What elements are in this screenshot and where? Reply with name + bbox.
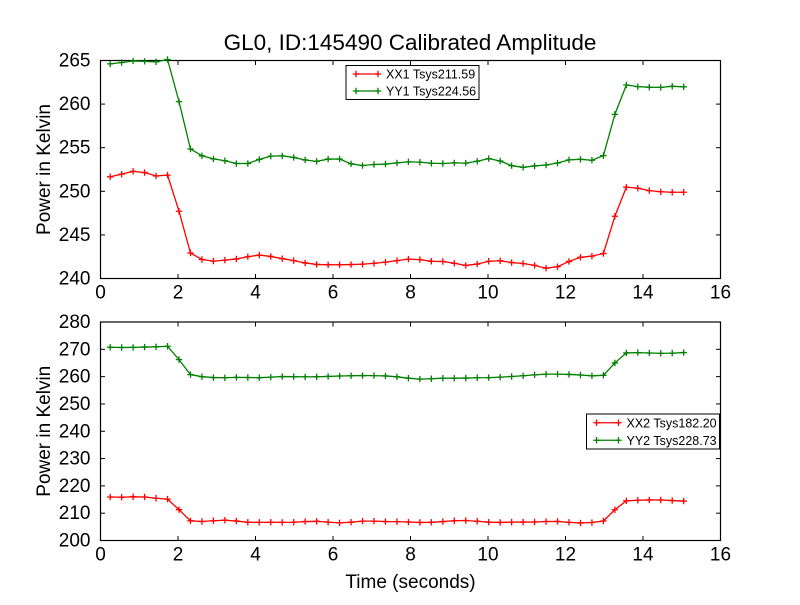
svg-text:4: 4 <box>250 545 261 566</box>
svg-text:8: 8 <box>405 283 416 304</box>
svg-text:0: 0 <box>95 545 106 566</box>
svg-text:Power in Kelvin: Power in Kelvin <box>34 104 55 235</box>
svg-text:16: 16 <box>710 545 731 566</box>
svg-text:220: 220 <box>59 476 91 497</box>
svg-text:200: 200 <box>59 531 91 552</box>
svg-text:245: 245 <box>59 225 91 246</box>
svg-text:4: 4 <box>250 283 261 304</box>
svg-text:6: 6 <box>328 545 339 566</box>
svg-text:Power in Kelvin: Power in Kelvin <box>34 366 55 497</box>
svg-text:10: 10 <box>477 545 498 566</box>
svg-text:2: 2 <box>173 283 184 304</box>
svg-text:255: 255 <box>59 138 91 159</box>
svg-text:240: 240 <box>59 269 91 290</box>
svg-text:YY1 Tsys224.56: YY1 Tsys224.56 <box>386 85 476 99</box>
svg-text:210: 210 <box>59 503 91 524</box>
svg-text:260: 260 <box>59 367 91 388</box>
svg-text:16: 16 <box>710 283 731 304</box>
svg-text:14: 14 <box>632 283 654 304</box>
svg-text:14: 14 <box>632 545 654 566</box>
svg-text:12: 12 <box>555 545 576 566</box>
svg-text:12: 12 <box>555 283 576 304</box>
svg-text:XX2 Tsys182.20: XX2 Tsys182.20 <box>627 416 717 430</box>
svg-text:230: 230 <box>59 449 91 470</box>
svg-text:XX1 Tsys211.59: XX1 Tsys211.59 <box>386 68 475 82</box>
svg-text:YY2 Tsys228.73: YY2 Tsys228.73 <box>627 434 717 448</box>
svg-text:250: 250 <box>59 394 91 415</box>
svg-text:10: 10 <box>477 283 498 304</box>
svg-text:8: 8 <box>405 545 416 566</box>
svg-text:6: 6 <box>328 283 339 304</box>
svg-text:0: 0 <box>95 283 106 304</box>
svg-text:GL0, ID:145490 Calibrated Ampl: GL0, ID:145490 Calibrated Amplitude <box>224 30 597 55</box>
svg-text:Time (seconds): Time (seconds) <box>345 572 475 593</box>
svg-text:270: 270 <box>59 339 91 360</box>
svg-text:260: 260 <box>59 94 91 115</box>
svg-text:240: 240 <box>59 421 91 442</box>
svg-text:265: 265 <box>59 51 91 72</box>
svg-text:280: 280 <box>59 312 91 333</box>
svg-text:2: 2 <box>173 545 184 566</box>
svg-text:250: 250 <box>59 181 91 202</box>
